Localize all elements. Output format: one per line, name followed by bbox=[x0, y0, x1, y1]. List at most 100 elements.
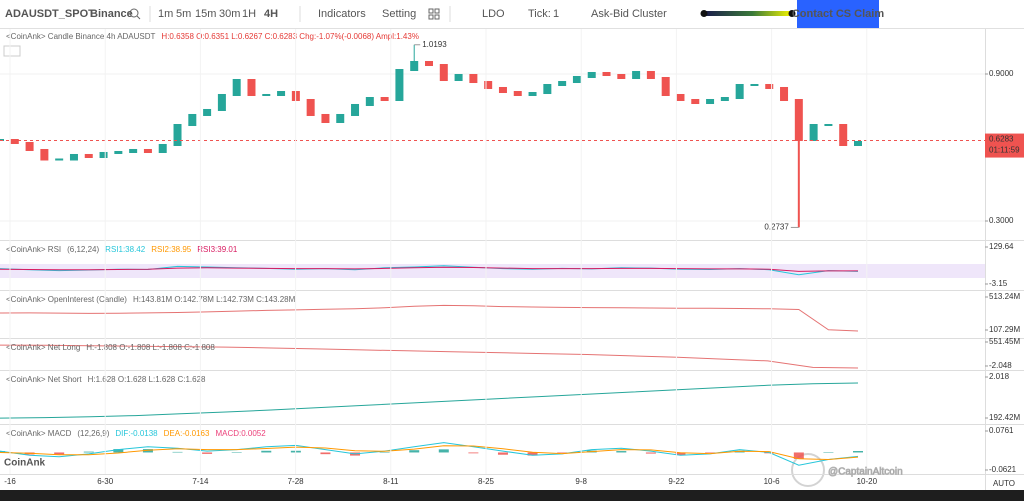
status-bar bbox=[0, 490, 1024, 501]
countdown-label: 01:11:59 bbox=[989, 146, 1020, 155]
high-label: 1.0193 bbox=[422, 40, 447, 49]
candle bbox=[217, 93, 226, 111]
contact-label[interactable]: Contact CS Claim bbox=[792, 8, 885, 20]
toolbar-item[interactable]: Indicators bbox=[318, 8, 366, 20]
macd-bar bbox=[379, 452, 390, 453]
grid-cell bbox=[428, 8, 434, 14]
y-tick-label: 551.45M bbox=[989, 337, 1020, 346]
candle bbox=[676, 93, 685, 101]
interval-button[interactable]: 30m bbox=[219, 8, 240, 20]
macd-bar bbox=[261, 450, 272, 453]
series-line bbox=[0, 344, 859, 369]
candle bbox=[587, 71, 596, 78]
legend-part: H:0.6358 O:0.6351 L:0.6267 C:0.6283 Chg:… bbox=[161, 32, 419, 41]
series-line bbox=[0, 442, 859, 466]
candle bbox=[646, 70, 655, 79]
candle bbox=[321, 113, 330, 123]
slider-knob[interactable] bbox=[700, 10, 708, 17]
macd-bar bbox=[645, 452, 656, 454]
series-line bbox=[0, 382, 859, 419]
candle bbox=[143, 148, 152, 154]
toolbar-item[interactable]: Ask-Bid Cluster bbox=[591, 8, 667, 20]
toolbar-item[interactable]: 1 bbox=[553, 8, 559, 20]
y-tick-label: 0.9000 bbox=[989, 69, 1014, 78]
candle bbox=[84, 153, 93, 158]
contact-button[interactable] bbox=[797, 0, 879, 28]
candle bbox=[158, 143, 167, 154]
candle bbox=[336, 113, 345, 123]
legend: <CoinAnk> RSI (6,12,24) RSI1:38.42 RSI2:38.… bbox=[6, 245, 238, 254]
x-tick-label: 7-14 bbox=[192, 477, 209, 486]
candle bbox=[765, 83, 774, 89]
candle bbox=[824, 124, 833, 127]
x-tick-label: 8-25 bbox=[478, 477, 495, 486]
macd-bar bbox=[202, 452, 213, 454]
macd-bar bbox=[853, 451, 863, 453]
macd-bar bbox=[142, 449, 153, 453]
toolbar-text[interactable]: ADAUSDT_SPOT bbox=[5, 8, 95, 20]
legend-part: DIF:-0.0138 bbox=[115, 429, 158, 438]
candle bbox=[173, 124, 182, 146]
candle bbox=[780, 86, 789, 101]
toolbar-item[interactable]: LDO bbox=[482, 8, 505, 20]
toolbar-item[interactable]: Setting bbox=[382, 8, 416, 20]
macd-bar bbox=[527, 452, 538, 456]
legend-part: RSI2:38.95 bbox=[151, 245, 192, 254]
candle bbox=[498, 86, 507, 94]
y-tick-label: 192.42M bbox=[989, 413, 1020, 422]
grid-icon[interactable] bbox=[428, 8, 440, 20]
macd-bar bbox=[54, 452, 65, 455]
interval-button[interactable]: 1H bbox=[242, 8, 256, 20]
candle bbox=[484, 81, 493, 89]
macd-bar bbox=[320, 452, 331, 455]
y-tick-label: 2.018 bbox=[989, 372, 1010, 381]
interval-button[interactable]: 1m bbox=[158, 8, 173, 20]
macd-bar bbox=[113, 449, 124, 453]
x-tick-label: 8-11 bbox=[383, 477, 399, 486]
candle bbox=[558, 81, 567, 86]
candle bbox=[40, 148, 49, 161]
macd-bar bbox=[557, 452, 568, 453]
macd-bar bbox=[83, 451, 94, 453]
macd-bar bbox=[823, 452, 834, 453]
series-line bbox=[0, 304, 859, 332]
candle bbox=[188, 113, 197, 127]
grid-cell bbox=[428, 14, 434, 20]
candle bbox=[706, 98, 715, 105]
candle bbox=[262, 93, 271, 96]
legend-part: H:-1.808 O:-1.808 L:-1.808 C:-1.808 bbox=[86, 343, 215, 352]
legend-part: <CoinAnk> Candle Binance 4h ADAUSDT bbox=[6, 32, 156, 41]
y-tick-label: -0.0621 bbox=[989, 465, 1017, 474]
legend-part: H:1.628 O:1.628 L:1.628 C:1.628 bbox=[88, 375, 206, 384]
search-icon[interactable] bbox=[129, 8, 139, 18]
candle bbox=[380, 97, 389, 101]
legend-part: <CoinAnk> Net Long bbox=[6, 343, 80, 352]
toolbar-text[interactable]: Binance bbox=[90, 8, 133, 20]
macd-bar bbox=[438, 449, 449, 453]
candle bbox=[572, 75, 581, 84]
candle bbox=[203, 108, 212, 116]
interval-button[interactable]: 5m bbox=[176, 8, 191, 20]
interval-button[interactable]: 4H bbox=[264, 8, 278, 20]
x-tick-label: 9-22 bbox=[668, 477, 685, 486]
toolbar-item[interactable]: Tick: bbox=[528, 8, 551, 20]
x-tick-label: 6-30 bbox=[97, 477, 114, 486]
candle bbox=[439, 64, 448, 82]
collapse-box[interactable] bbox=[3, 45, 21, 57]
x-tick-label: 10-20 bbox=[857, 477, 878, 486]
candle bbox=[469, 74, 478, 84]
candle bbox=[425, 60, 433, 67]
y-tick-label: 129.64 bbox=[989, 242, 1014, 251]
legend-part: <CoinAnk> OpenInterest (Candle) bbox=[6, 295, 127, 304]
slider-knob[interactable] bbox=[788, 10, 796, 17]
last-price-tag bbox=[985, 133, 1024, 158]
auto-button[interactable]: AUTO bbox=[993, 479, 1015, 488]
candle bbox=[395, 69, 404, 101]
macd-bar bbox=[231, 452, 242, 453]
candle bbox=[129, 148, 138, 154]
macd-bar bbox=[497, 452, 508, 455]
interval-button[interactable]: 15m bbox=[195, 8, 216, 20]
macd-bar bbox=[705, 452, 716, 453]
macd-bar bbox=[675, 452, 686, 456]
